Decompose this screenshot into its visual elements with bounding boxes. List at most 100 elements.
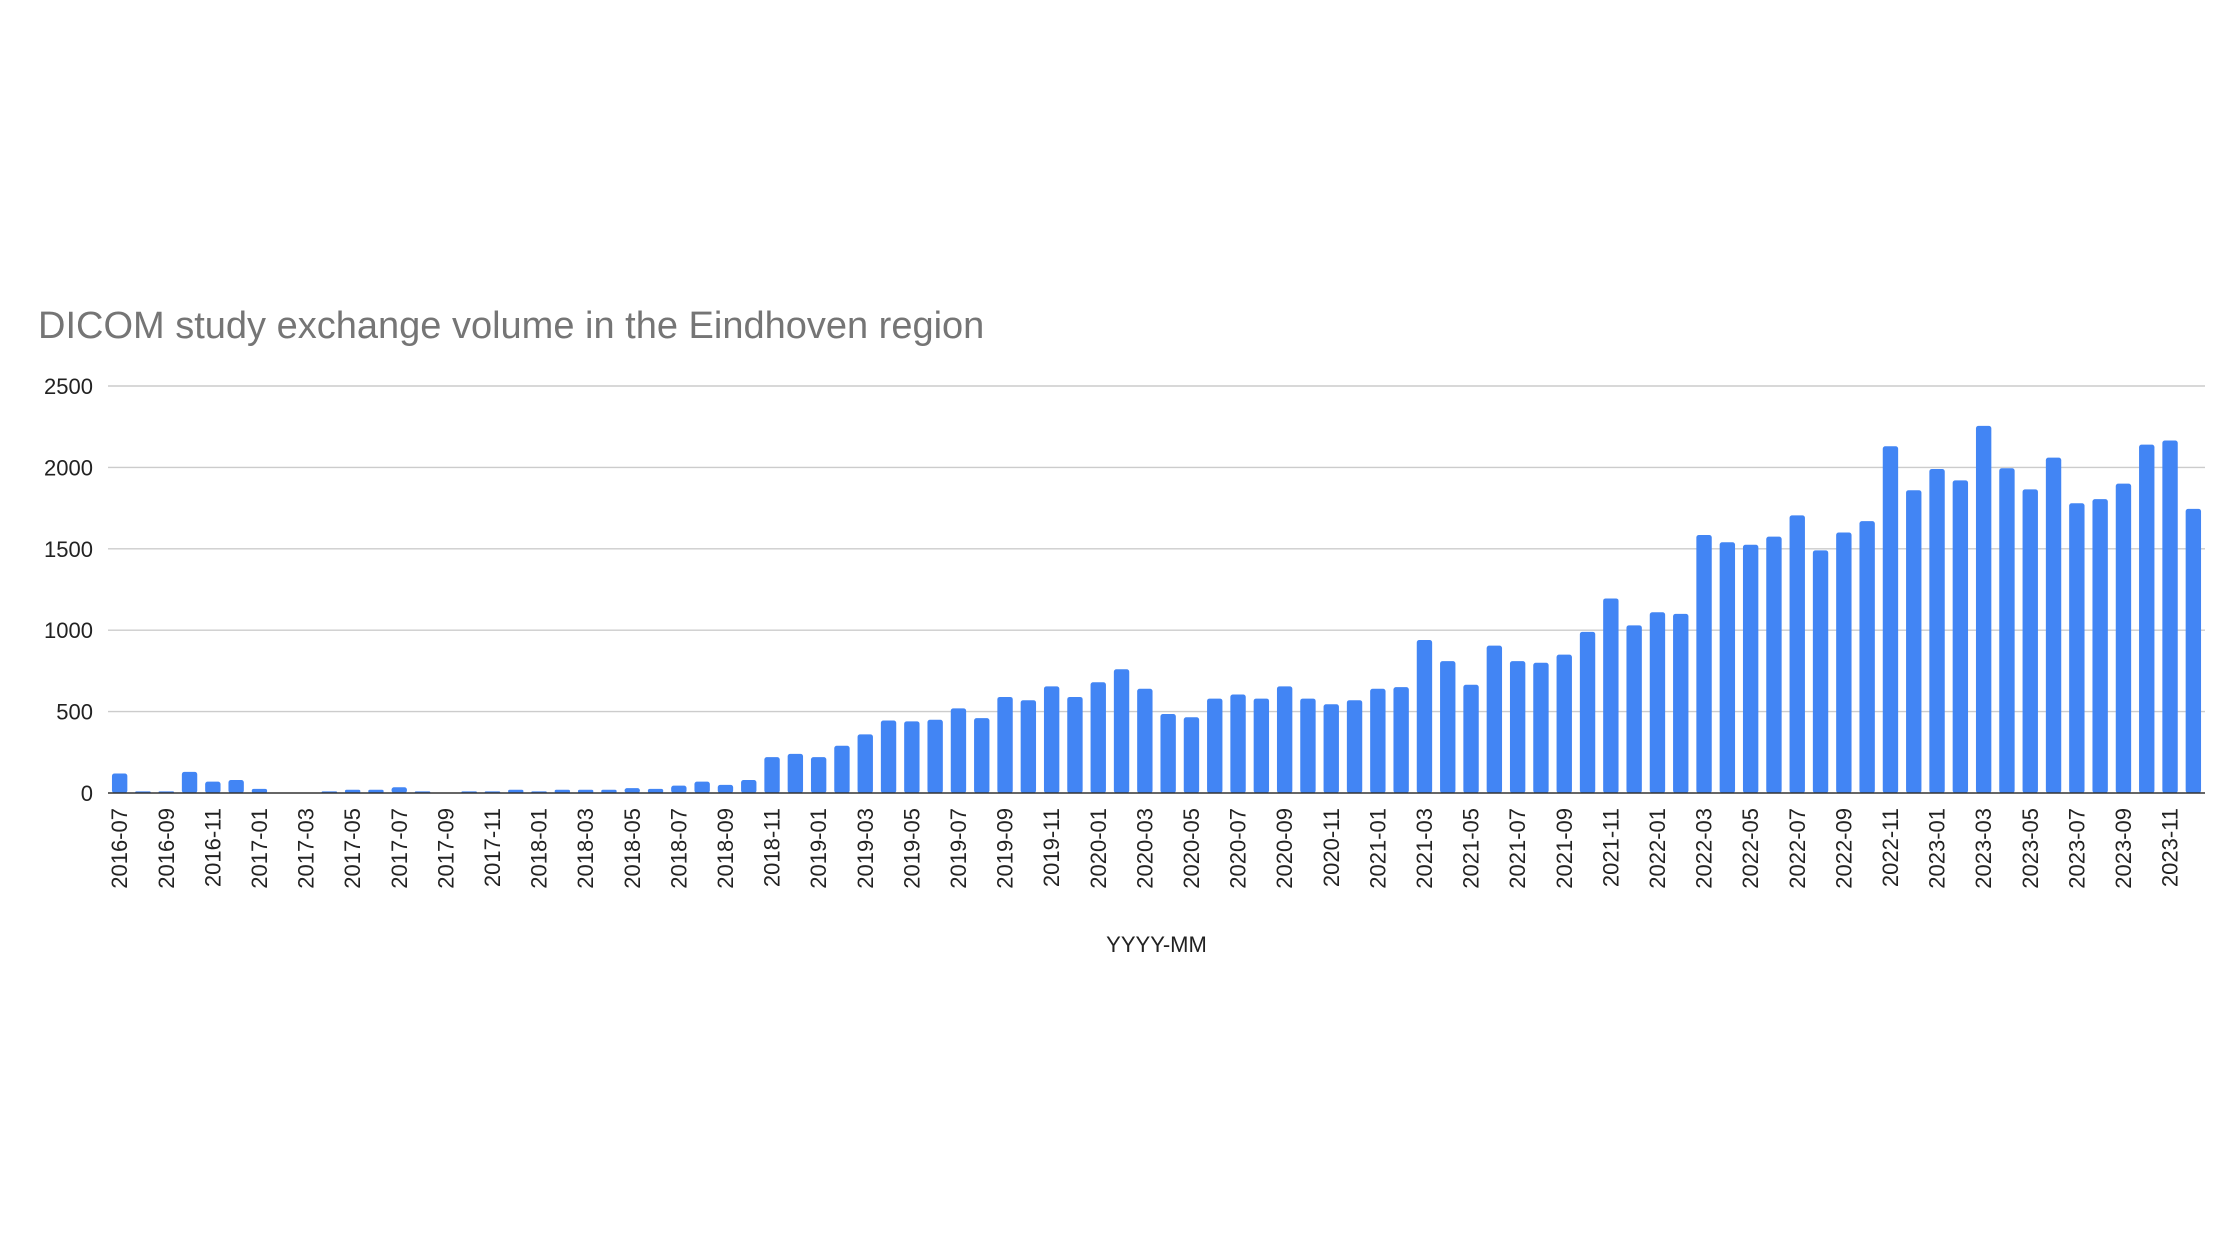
x-tick-label: 2021-11	[1598, 808, 1623, 887]
x-tick-label: 2017-01	[247, 808, 272, 889]
x-axis-title: YYYY-MM	[1106, 932, 1207, 957]
x-tick-label: 2021-03	[1412, 808, 1437, 889]
x-tick-label: 2018-03	[573, 808, 598, 889]
y-tick-label: 0	[81, 781, 93, 806]
bar-2021-11	[1603, 598, 1619, 793]
bar-2023-06	[2045, 457, 2062, 793]
bar-2019-12	[1067, 696, 1083, 793]
x-tick-label: 2019-07	[946, 808, 971, 889]
x-tick-label: 2023-03	[1971, 808, 1996, 889]
bar-2022-10	[1859, 521, 1875, 793]
bar-2022-01	[1649, 612, 1666, 793]
x-tick-label: 2022-07	[1785, 808, 1810, 889]
bar-2018-10	[741, 779, 757, 793]
bar-2023-12	[2185, 508, 2202, 793]
bar-2020-09	[1276, 686, 1293, 793]
gridlines	[108, 385, 2205, 713]
x-tick-label: 2021-01	[1365, 808, 1390, 889]
x-tick-label: 2020-11	[1319, 808, 1344, 887]
x-tick-label: 2019-03	[853, 808, 878, 889]
x-tick-label: 2020-03	[1132, 808, 1157, 889]
x-axis-ticks: 2016-07 2016-09 2016-11 2017-01 2017-03 2017-…	[107, 808, 2182, 889]
bar-2016-07	[111, 773, 128, 793]
bar-2022-05	[1742, 544, 1759, 793]
x-tick-label: 2018-07	[666, 808, 691, 889]
bar-2019-06	[927, 719, 943, 793]
bar-2023-08	[2092, 499, 2108, 793]
x-tick-label: 2023-01	[1925, 808, 1950, 889]
x-tick-label: 2016-07	[107, 808, 132, 889]
x-tick-label: 2017-11	[480, 808, 505, 887]
bar-2019-09	[997, 696, 1013, 793]
y-tick-label: 1500	[44, 537, 93, 562]
x-tick-label: 2019-01	[806, 808, 831, 889]
bar-2021-12	[1626, 625, 1642, 793]
bar-2019-04	[880, 720, 897, 793]
bar-2018-05	[624, 788, 640, 793]
bar-2020-05	[1183, 717, 1200, 793]
x-tick-label: 2018-11	[760, 808, 785, 887]
x-tick-label: 2021-07	[1505, 808, 1530, 889]
x-tick-label: 2021-09	[1552, 808, 1577, 889]
x-tick-label: 2020-09	[1272, 808, 1297, 889]
bar-2018-04	[601, 789, 617, 793]
x-tick-label: 2023-09	[2111, 808, 2136, 889]
bar-2021-09	[1556, 654, 1572, 793]
bar-2022-12	[1906, 490, 1922, 793]
x-tick-label: 2018-09	[713, 808, 738, 889]
chart-title: DICOM study exchange volume in the Eindh…	[38, 305, 984, 347]
bar-2023-01	[1929, 469, 1945, 793]
x-tick-label: 2020-07	[1226, 808, 1251, 889]
bar-2019-07	[950, 708, 967, 793]
bar-2018-12	[787, 753, 804, 793]
bar-2016-11	[205, 781, 221, 793]
bar-2021-10	[1579, 631, 1596, 793]
bars	[111, 425, 2202, 793]
bar-2017-01	[251, 788, 268, 793]
bar-2018-08	[694, 781, 710, 793]
bar-2017-12	[508, 789, 524, 793]
bar-2022-07	[1789, 515, 1805, 793]
bar-2018-09	[717, 784, 734, 793]
bar-2020-12	[1346, 700, 1363, 793]
y-tick-label: 1000	[44, 618, 93, 643]
bar-2023-10	[2139, 444, 2155, 793]
x-tick-label: 2016-09	[154, 808, 179, 889]
bar-2022-06	[1766, 536, 1782, 793]
bar-2020-01	[1090, 682, 1106, 793]
bar-2023-11	[2162, 440, 2178, 793]
bar-2018-07	[671, 785, 687, 793]
bar-2018-06	[647, 788, 664, 793]
bar-2020-08	[1253, 698, 1270, 793]
bar-2019-11	[1043, 686, 1060, 793]
bar-2021-07	[1509, 661, 1526, 793]
bar-2023-04	[1999, 468, 2015, 793]
bar-2022-02	[1673, 613, 1689, 793]
x-tick-label: 2023-05	[2018, 808, 2043, 889]
y-tick-label: 500	[56, 700, 93, 725]
bar-2022-08	[1812, 550, 1829, 793]
bar-2020-11	[1323, 704, 1339, 793]
bar-2022-04	[1719, 542, 1736, 793]
bar-2017-06	[368, 789, 384, 793]
y-axis-ticks: 0 500 1000 1500 2000 2500	[44, 374, 93, 806]
x-tick-label: 2022-03	[1692, 808, 1717, 889]
bar-2019-01	[810, 757, 827, 793]
bar-2023-03	[1975, 425, 1992, 793]
x-tick-label: 2023-11	[2158, 808, 2183, 887]
x-tick-label: 2016-11	[200, 808, 225, 887]
x-tick-label: 2017-07	[387, 808, 412, 889]
bar-2023-05	[2022, 489, 2038, 793]
bar-2021-01	[1370, 688, 1386, 793]
bar-2018-11	[764, 757, 780, 793]
bar-2019-08	[974, 718, 990, 793]
x-tick-label: 2017-03	[294, 808, 319, 889]
bar-2023-02	[1952, 480, 1969, 793]
bar-2021-02	[1393, 687, 1409, 793]
bar-2022-03	[1696, 534, 1712, 793]
x-tick-label: 2023-07	[2064, 808, 2089, 889]
bar-2020-03	[1137, 688, 1153, 793]
x-tick-label: 2022-01	[1645, 808, 1670, 889]
bar-2020-04	[1160, 714, 1176, 793]
x-tick-label: 2018-01	[527, 808, 552, 889]
